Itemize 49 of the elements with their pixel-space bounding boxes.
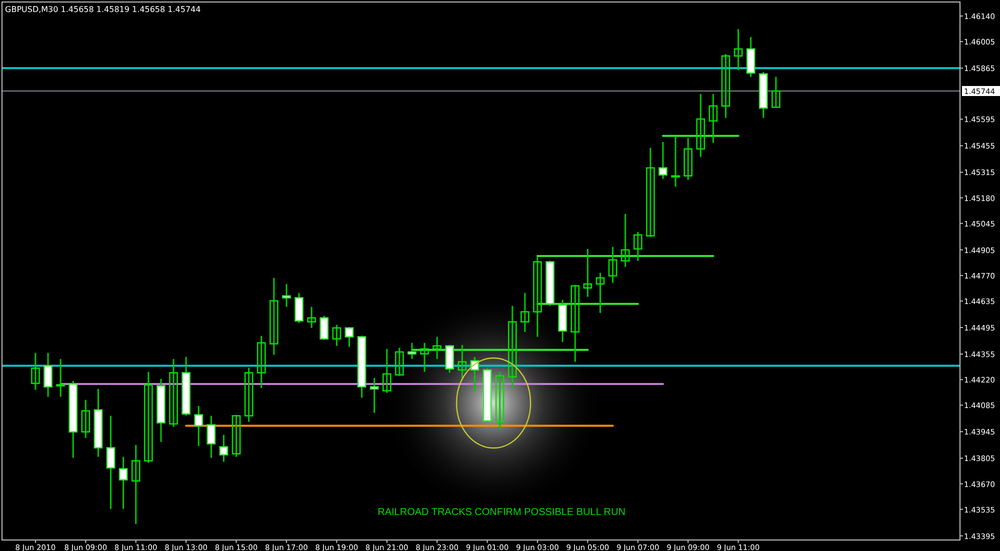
candlestick — [282, 283, 291, 308]
candlestick — [370, 377, 379, 414]
candlestick — [206, 415, 216, 459]
candlestick — [106, 415, 116, 510]
candlestick — [772, 76, 780, 108]
candlestick — [520, 292, 530, 333]
candlestick — [658, 141, 668, 180]
candlestick — [620, 213, 630, 268]
candlestick — [458, 344, 467, 379]
candlestick — [44, 352, 52, 398]
candlestick — [270, 277, 278, 356]
candlestick — [219, 434, 228, 463]
candlestick — [508, 305, 517, 389]
candlestick — [169, 358, 178, 428]
candlestick — [633, 231, 642, 262]
candlestick — [495, 371, 504, 431]
candlestick — [31, 352, 40, 391]
candlestick — [432, 336, 442, 360]
candlestick — [671, 136, 680, 188]
candlestick — [596, 272, 605, 314]
candlestick — [320, 315, 329, 341]
annotation: RAILROAD TRACKS CONFIRM POSSIBLE BULL RUN — [378, 507, 626, 518]
candlestick — [708, 93, 718, 144]
candlestick — [56, 358, 65, 398]
candlestick — [307, 306, 316, 329]
candlestick — [533, 256, 542, 338]
candlestick — [734, 28, 743, 71]
candlestick — [395, 347, 404, 377]
candlestick — [332, 324, 342, 347]
candlestick — [344, 326, 354, 348]
candlestick — [294, 292, 304, 324]
candlestick — [144, 371, 153, 464]
candlestick — [118, 456, 128, 510]
candlestick — [232, 414, 241, 458]
candlestick — [608, 246, 618, 284]
candlestick — [131, 444, 140, 525]
candlestick — [194, 405, 204, 447]
candlestick — [81, 399, 90, 439]
candlestick — [721, 53, 730, 119]
candlestick — [696, 93, 706, 158]
candlestick — [583, 248, 592, 298]
candlestick — [420, 342, 429, 373]
candlestick — [382, 348, 392, 394]
candlestick — [570, 284, 580, 363]
candlestick — [256, 335, 266, 389]
candlestick — [244, 367, 254, 423]
chart-title: GBPUSD,M30 1.45658 1.45819 1.45658 1.45744 — [5, 5, 201, 14]
candlestick — [684, 137, 692, 181]
candlestick — [646, 147, 655, 238]
